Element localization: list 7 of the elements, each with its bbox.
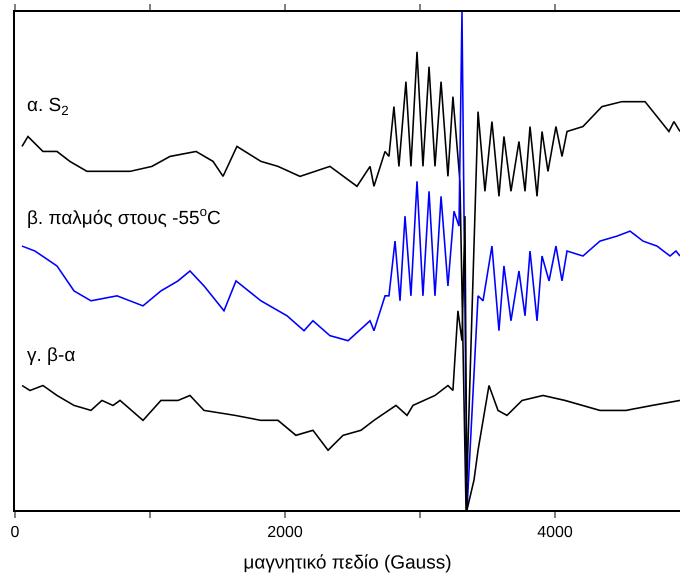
- x-tick-label: 2000: [267, 524, 303, 542]
- x-axis-title: μαγνητικό πεδίο (Gauss): [243, 552, 452, 574]
- x-tick-label: 4000: [537, 524, 573, 542]
- x-tick-label: 0: [10, 524, 20, 542]
- series-label: β. παλμός στους -55$^{o}$C: [27, 204, 221, 229]
- series-label: γ. β-α: [27, 345, 76, 366]
- series-label: α. S$_{2}$: [27, 95, 69, 118]
